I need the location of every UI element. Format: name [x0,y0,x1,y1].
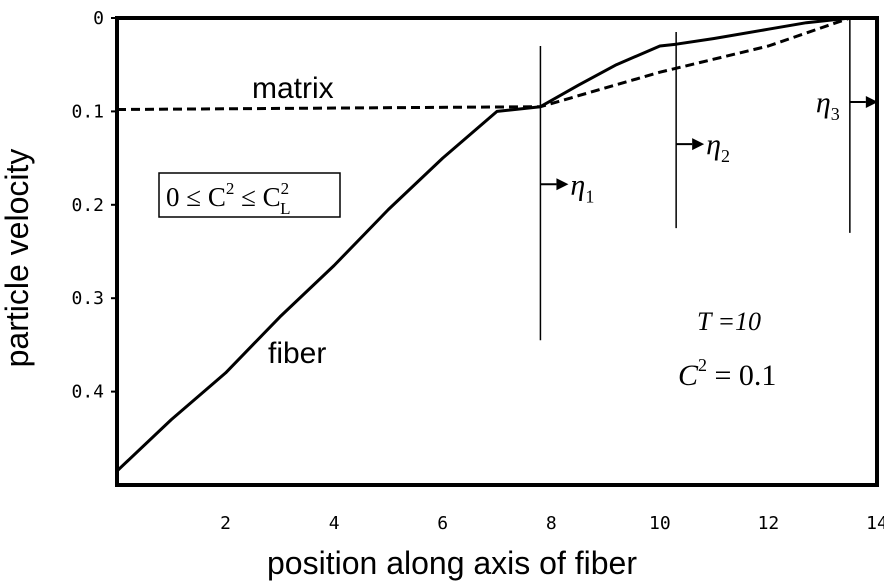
condition-box-frame [158,172,341,218]
x-axis-title: position along axis of fiber [267,545,637,581]
x-tick-label: 8 [546,513,557,534]
front-label-1: η1 [570,168,594,206]
x-tick-label: 4 [329,513,340,534]
x-tick-label: 10 [649,513,671,534]
front-arrowhead-3 [865,96,878,109]
condition-box: 0 ≤ C2 ≤ C2 L [158,172,341,218]
series-layer [115,16,851,473]
y-tick-label: 0 [93,8,104,29]
param-T: T =10 [697,307,761,336]
x-tick-label: 2 [220,513,231,534]
front-arrowhead-2 [692,138,705,151]
x-tick-labels: 2 4 6 8 10 12 14 [220,513,884,534]
plot-frame [115,16,879,487]
front-label-2: η2 [706,128,730,166]
y-tick-label: 0.4 [71,382,104,403]
param-C2: C2 = 0.1 [678,355,776,392]
series-matrix-line [116,16,851,111]
front-label-3: η3 [816,86,840,124]
y-tick-labels: 0 0.1 0.2 0.3 0.4 [71,8,117,403]
front-arrowhead-1 [556,178,569,191]
series-fiber-line [115,16,851,473]
fiber-label: fiber [268,337,326,370]
y-tick-label: 0.2 [71,195,104,216]
y-axis-title: particle velocity [0,149,35,368]
matrix-label: matrix [252,72,334,105]
y-tick-label: 0.1 [71,101,104,122]
fronts-layer: η1 η2 η3 [539,18,878,341]
x-tick-label: 6 [437,513,448,534]
y-tick-label: 0.3 [71,288,104,309]
x-tick-label: 14 [866,513,884,534]
condition-text: 0 ≤ C2 ≤ C2 L [166,179,291,218]
x-tick-label: 12 [758,513,780,534]
